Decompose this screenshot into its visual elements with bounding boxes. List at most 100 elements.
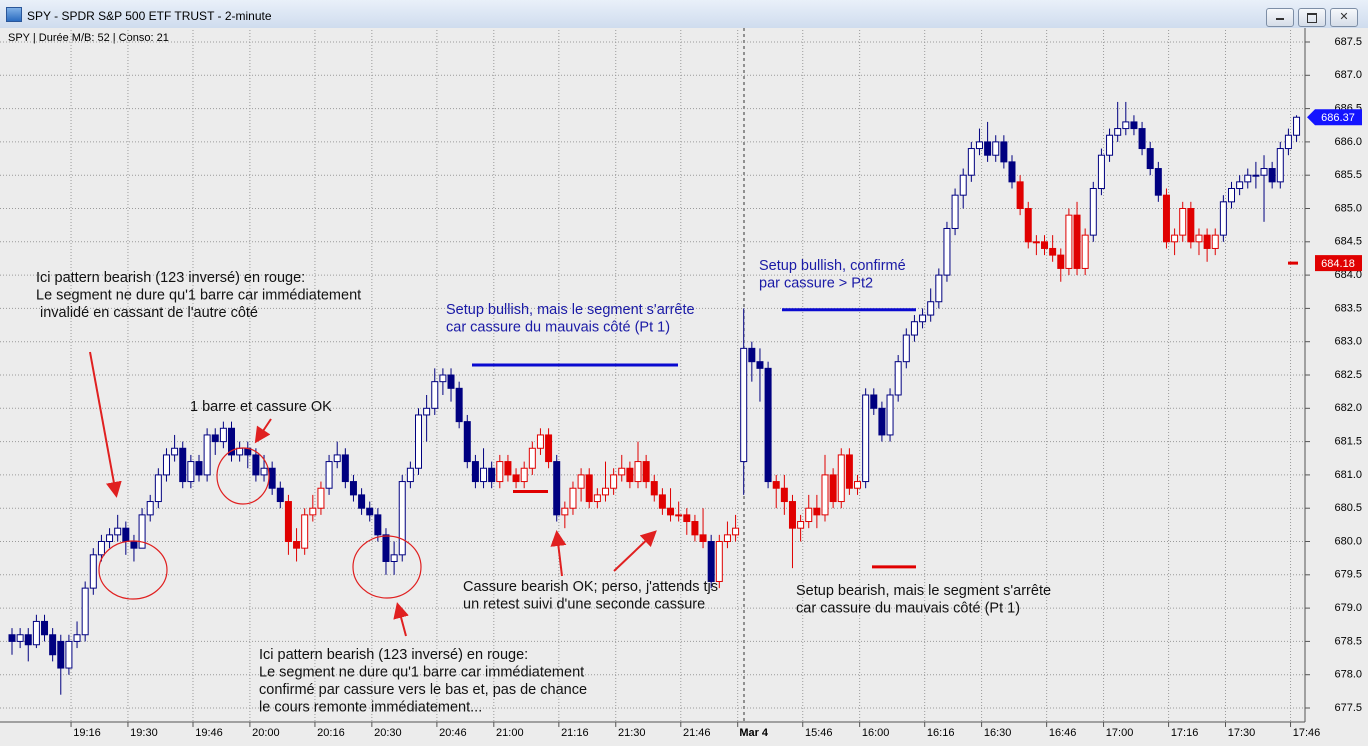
candle-body <box>195 461 203 476</box>
candle-body <box>1032 241 1040 244</box>
candle-body <box>707 541 715 582</box>
candle-body <box>228 427 236 456</box>
candle-body <box>1065 214 1073 269</box>
candle-body <box>1219 201 1227 236</box>
candle-body <box>187 461 195 483</box>
arrow <box>254 418 272 444</box>
candle-body <box>89 554 97 589</box>
candle-body <box>959 174 967 196</box>
candle-body <box>480 467 488 483</box>
candle-body <box>1252 174 1260 177</box>
candle-body <box>382 534 390 562</box>
circle <box>98 540 168 600</box>
candle-body <box>618 467 626 476</box>
annotation: car cassure du mauvais côté (Pt 1) <box>446 319 670 335</box>
annotation: Ici pattern bearish (123 inversé) en rou… <box>259 647 528 663</box>
candle-body <box>447 374 455 389</box>
candle-body <box>634 461 642 483</box>
candle-body <box>1268 168 1276 183</box>
candle-body <box>398 481 406 556</box>
candle-body <box>772 481 780 489</box>
candle-body <box>797 521 805 529</box>
candle-body <box>1106 134 1114 156</box>
arrow <box>393 602 409 637</box>
candle-body <box>821 474 829 516</box>
arrow <box>613 530 657 572</box>
y-tick-label: 683.5 <box>1334 302 1362 314</box>
x-tick-label: 19:30 <box>130 727 158 739</box>
y-tick-label: 687.5 <box>1334 36 1362 48</box>
candle-body <box>512 474 520 483</box>
candle-body <box>146 501 154 516</box>
x-tick-label: 21:46 <box>683 727 711 739</box>
y-tick-label: 684.5 <box>1334 236 1362 248</box>
candle-body <box>423 407 431 416</box>
close-button[interactable]: ✕ <box>1330 8 1358 27</box>
y-tick-label: 682.0 <box>1334 402 1362 414</box>
candle-body <box>870 394 878 409</box>
candle-body <box>1179 207 1187 236</box>
plot-background <box>0 28 1368 746</box>
candle-body <box>658 494 666 509</box>
candle-body <box>935 274 943 303</box>
candle-body <box>301 514 309 549</box>
circle <box>216 447 270 505</box>
candle-body <box>805 507 813 523</box>
price-tag-label: 684.18 <box>1321 258 1355 270</box>
candle-body <box>374 514 382 536</box>
restore-button[interactable] <box>1298 8 1326 27</box>
y-tick-label: 681.0 <box>1334 469 1362 481</box>
candle-body <box>57 640 65 669</box>
y-tick-label: 681.5 <box>1334 436 1362 448</box>
y-tick-label: 678.5 <box>1334 635 1362 647</box>
candle-body <box>553 461 561 516</box>
x-tick-label: 17:00 <box>1106 727 1134 739</box>
candle-body <box>984 141 992 156</box>
candle-body <box>723 534 731 543</box>
candle-body <box>919 314 927 323</box>
title-bar: SPY - SPDR S&P 500 ETF TRUST - 2-minute … <box>0 0 1368 29</box>
candle-body <box>1162 194 1170 243</box>
y-tick-label: 683.0 <box>1334 336 1362 348</box>
x-tick-label: 16:00 <box>862 727 890 739</box>
candle-body <box>252 454 260 476</box>
y-tick-label: 680.0 <box>1334 535 1362 547</box>
candle-body <box>284 501 292 543</box>
annotation: Le segment ne dure qu'1 barre car immédi… <box>259 664 584 680</box>
candle-body <box>1228 188 1235 203</box>
candle-body <box>927 301 935 316</box>
candle-body <box>626 467 634 483</box>
arrow <box>89 351 122 498</box>
candle-body <box>65 640 73 669</box>
candle-body <box>1097 154 1105 190</box>
candle-body <box>325 461 333 489</box>
x-tick-label: 17:46 <box>1293 727 1321 739</box>
annotation: Setup bullish, mais le segment s'arrête <box>446 302 695 318</box>
x-tick-label: 21:30 <box>618 727 646 739</box>
candle-body <box>268 467 276 489</box>
minimize-button[interactable] <box>1266 8 1294 27</box>
candle-body <box>73 634 81 642</box>
x-tick-label: 21:16 <box>561 727 589 739</box>
annotation: Setup bearish, mais le segment s'arrête <box>796 583 1051 599</box>
candle-body <box>780 487 788 503</box>
candle-body <box>97 541 105 556</box>
circle <box>352 535 422 599</box>
x-tick-label: 19:46 <box>195 727 223 739</box>
candle-body <box>179 447 187 483</box>
candle-body <box>732 527 740 536</box>
annotation: le cours remonte immédiatement... <box>259 699 482 715</box>
marks: 677.5 678.0 678.5 679.0 679.5 680.0 680.5 681.0… <box>0 30 1362 739</box>
candle-body <box>1203 234 1211 249</box>
candle-body <box>1154 168 1162 196</box>
candle-body <box>1260 168 1268 176</box>
candle-body <box>406 467 414 483</box>
candle-body <box>545 434 553 463</box>
candle-body <box>1276 148 1284 183</box>
candle-body <box>886 394 894 436</box>
candle-body <box>504 461 512 476</box>
candle-body <box>642 461 650 483</box>
x-tick-label: 16:46 <box>1049 727 1077 739</box>
candle-body <box>1016 181 1024 209</box>
